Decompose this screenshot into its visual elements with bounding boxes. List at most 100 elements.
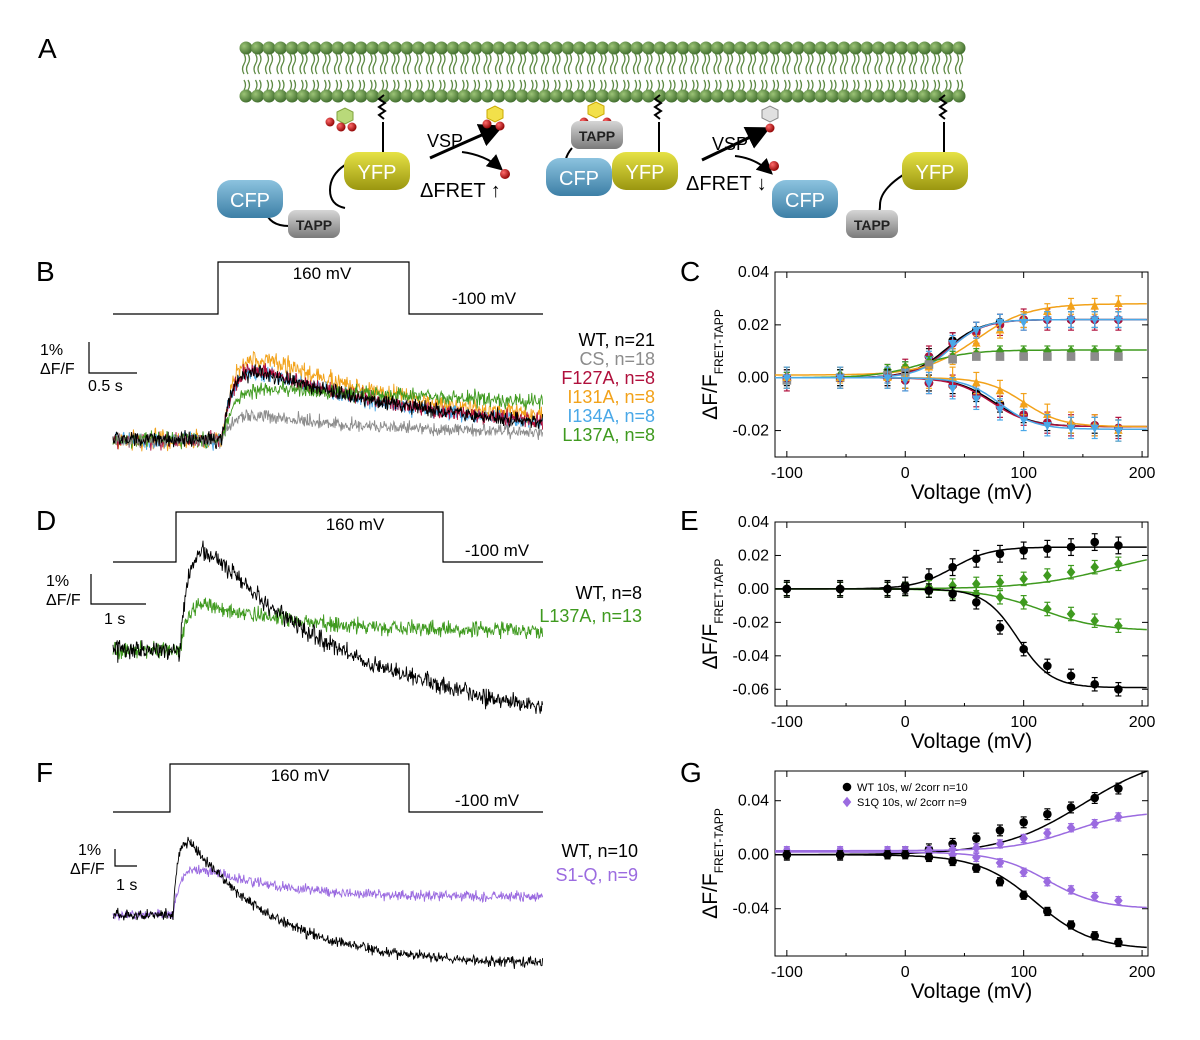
hold-label-f: -100 mV [455, 791, 520, 810]
yfp-left: YFP [344, 152, 410, 190]
lipid-tail [956, 79, 964, 91]
lipid-head [423, 41, 437, 55]
lipid-head [274, 89, 287, 103]
lipid-head [561, 41, 575, 55]
lipid-tail [931, 53, 941, 75]
vsp-product-arrow-1 [461, 151, 504, 171]
data-point [1019, 416, 1028, 426]
lipid-head [573, 89, 586, 103]
x-axis-label: Voltage (mV) [911, 481, 1032, 504]
tapp-middle: TAPP [571, 121, 623, 149]
data-point [1090, 561, 1100, 573]
data-point [995, 345, 1005, 357]
lipid-tail [565, 79, 573, 91]
data-point [972, 842, 981, 854]
data-point [948, 340, 957, 349]
legend-entry: WT, n=10 [561, 841, 638, 861]
data-point [842, 782, 852, 792]
lipid-head [883, 41, 897, 55]
lipid-tail [276, 53, 285, 75]
lipid-head [423, 89, 437, 103]
lipid-head [285, 89, 299, 103]
data-point [1090, 424, 1100, 434]
data-point [948, 844, 957, 855]
lipid-head [757, 41, 770, 55]
lipid-head [952, 41, 966, 55]
lipid-head [412, 41, 425, 55]
lipid-head [918, 41, 931, 55]
data-point [1043, 603, 1052, 615]
data-point [995, 623, 1005, 632]
legend-entry: WT, n=21 [578, 330, 655, 350]
lipid-head [642, 41, 655, 55]
plot-frame [774, 521, 1149, 707]
svg-text:1%: 1% [46, 573, 69, 590]
lipid-tail [703, 79, 711, 91]
trace-d-0 [112, 597, 544, 660]
scale-bar-d: 1% ΔF/F 1 s [46, 573, 146, 628]
svg-text:ΔF/F: ΔF/F [40, 361, 75, 378]
lipid-head [849, 89, 862, 103]
data-point [924, 572, 934, 582]
yfp-middle: YFP [612, 152, 678, 190]
lipid-head [515, 41, 529, 55]
data-point [1043, 306, 1052, 315]
x-tick-label: -100 [771, 465, 803, 482]
lipid-tail [414, 53, 423, 75]
hold-label-d: -100 mV [465, 541, 530, 560]
data-point [972, 554, 981, 564]
data-point [972, 352, 981, 361]
lipid-head [895, 41, 908, 55]
lipid-tail [310, 53, 320, 75]
panel-label-d: D [36, 505, 56, 536]
svg-text:TAPP: TAPP [579, 128, 615, 144]
data-point [1114, 684, 1123, 694]
lipid-tail [241, 53, 251, 75]
data-point [972, 377, 981, 387]
voltage-protocol-d [113, 511, 543, 563]
lipid-tail [908, 53, 918, 75]
phosphate-released-2 [769, 161, 779, 171]
lipid-head [745, 41, 759, 55]
lipid-head [481, 41, 494, 55]
phosphate-released-1 [500, 169, 510, 179]
x-tick-label: 0 [901, 964, 910, 981]
data-point [972, 326, 981, 336]
lipid-head [883, 89, 897, 103]
data-point [782, 584, 792, 594]
lipid-head [711, 41, 724, 55]
vsp-label-2: VSP [712, 134, 748, 154]
y-tick-label: -0.06 [733, 681, 770, 698]
data-point [1114, 784, 1123, 793]
data-point [1114, 427, 1123, 436]
lipid-anchor-mid [653, 94, 663, 120]
x-tick-label: 0 [901, 465, 910, 482]
data-point [883, 374, 892, 384]
lipid-tail [634, 79, 642, 91]
lipid-head [872, 89, 885, 103]
data-point [883, 584, 892, 594]
lipid-head [515, 89, 529, 103]
series-2 [775, 581, 1147, 634]
data-point [995, 406, 1005, 415]
x-tick-label: 100 [1010, 714, 1037, 731]
lipid-tail [425, 53, 435, 75]
lipid-head [400, 89, 414, 103]
lipid-head [734, 41, 747, 55]
legend-f: WT, n=10 S1-Q, n=9 [555, 841, 638, 885]
data-point [948, 562, 957, 572]
trace-b-5 [112, 364, 544, 450]
lipid-anchor-left [377, 94, 387, 120]
lipid-head [354, 89, 368, 103]
lipid-tail [333, 53, 343, 75]
lipid-tail [818, 79, 826, 91]
data-point [1043, 316, 1052, 325]
legend-entry: I131A, n=8 [567, 387, 655, 407]
trace-f-1 [112, 836, 544, 969]
lipid-head [527, 89, 540, 103]
lipid-head [906, 41, 920, 55]
fit-line [775, 851, 1147, 909]
lipid-head [262, 89, 276, 103]
data-point [1043, 907, 1052, 916]
panel-label-b: B [36, 256, 55, 287]
